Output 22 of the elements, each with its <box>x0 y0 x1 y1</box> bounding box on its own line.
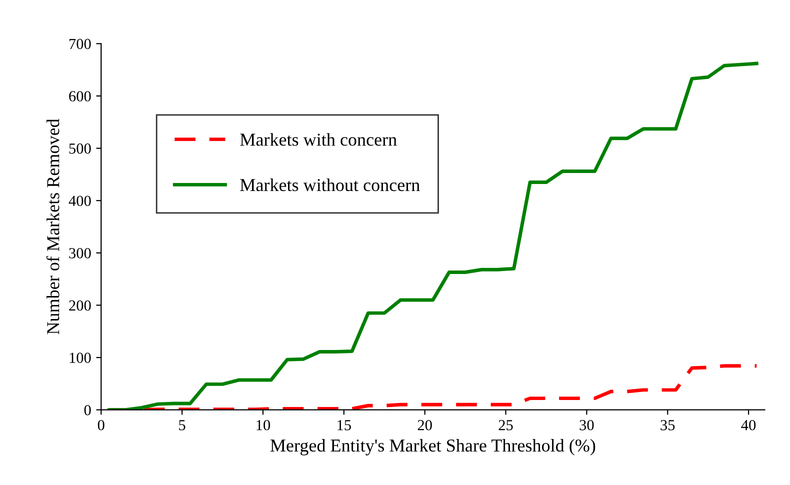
x-tick-label: 10 <box>256 420 270 430</box>
y-tick-label: 100 <box>70 352 91 363</box>
y-tick-label: 200 <box>69 300 91 311</box>
y-tick-label: 700 <box>69 38 91 50</box>
legend-label: Markets without concern <box>240 178 420 192</box>
x-tick-label: 30 <box>580 420 594 430</box>
line-series <box>107 62 758 410</box>
x-tick-label: 35 <box>660 420 675 430</box>
x-tick-label: 25 <box>498 420 513 430</box>
x-tick-label: 20 <box>418 420 432 430</box>
x-tick-label: 5 <box>179 420 186 430</box>
x-tick-label: 15 <box>338 420 351 430</box>
y-tick-label: 0 <box>84 404 91 416</box>
y-tick-label: 600 <box>69 91 91 102</box>
x-axis-title: Merged Entity's Market Share Threshold (%) <box>270 438 596 456</box>
x-tick-label: 0 <box>98 420 104 430</box>
legend-label: Markets with concern <box>240 133 397 146</box>
y-axis-title: Number of Markets Removed <box>46 118 60 334</box>
x-tick-label: 40 <box>741 420 756 430</box>
y-tick-label: 400 <box>68 196 91 206</box>
y-tick-label: 500 <box>69 143 91 154</box>
y-tick-label: 300 <box>69 248 91 258</box>
